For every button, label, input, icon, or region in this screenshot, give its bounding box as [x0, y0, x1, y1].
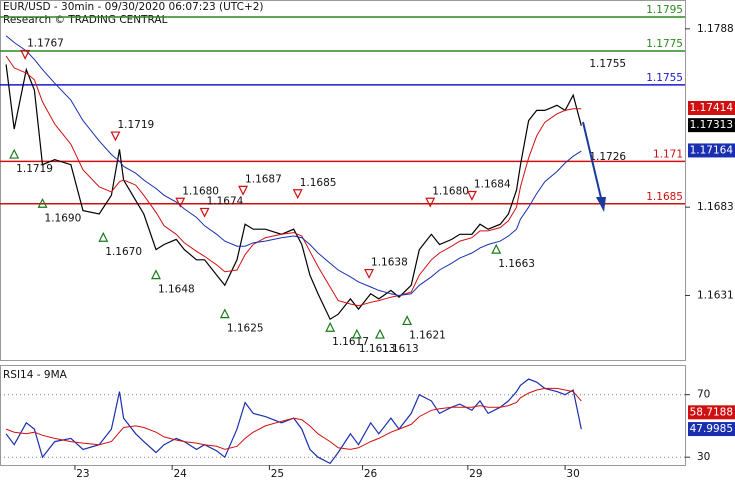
y-tick-label: 1.1631 — [697, 289, 734, 301]
series-line — [5, 64, 582, 321]
annotation-label: 1.1687 — [245, 173, 282, 185]
low-marker — [402, 315, 413, 326]
price-marker-label: 1.17313 — [690, 119, 733, 131]
annotation-label: 1.1680 — [432, 185, 469, 197]
price-marker-label: 1.17414 — [690, 102, 734, 114]
high-marker — [364, 268, 375, 279]
x-tick-label: 26 — [364, 468, 378, 480]
high-marker — [238, 185, 249, 196]
price-marker — [688, 422, 735, 437]
price-marker — [688, 405, 735, 420]
high-marker — [110, 131, 121, 142]
annotation-label: 1.1690 — [45, 212, 82, 224]
annotation-label: 1.1680 — [182, 185, 219, 197]
high-marker — [425, 197, 436, 208]
annotation-label: 1.1613 — [359, 343, 396, 355]
annotation-label: 1.1638 — [371, 257, 408, 269]
low-marker — [374, 328, 385, 339]
arrow-head — [596, 197, 606, 212]
low-marker — [219, 308, 230, 319]
annotation-label: 1.1674 — [207, 195, 244, 207]
level-label: 1.1685 — [646, 191, 683, 203]
high-marker — [175, 197, 186, 208]
x-tick-label: 23 — [76, 468, 89, 480]
annotation-label: 1.1755 — [589, 58, 626, 70]
level-label: 1.171 — [653, 148, 683, 160]
low-marker — [150, 269, 161, 280]
x-tick-label: 30 — [566, 468, 579, 480]
annotation-label: 1.1621 — [409, 329, 446, 341]
annotation-label: 1.1648 — [158, 284, 195, 296]
price-marker — [688, 143, 735, 158]
annotation-label: 1.1613 — [382, 343, 419, 355]
annotation-label: 1.1767 — [27, 38, 64, 50]
annotation-label: 1.1663 — [498, 258, 535, 270]
annotation-label: 1.1726 — [589, 151, 626, 163]
series-line — [5, 387, 582, 450]
low-marker — [37, 197, 48, 208]
annotation-label: 1.1685 — [300, 177, 337, 189]
y-tick-label: 30 — [697, 451, 710, 463]
low-marker — [9, 148, 20, 159]
price-marker — [688, 118, 735, 133]
annotation-label: 1.1719 — [16, 163, 53, 175]
pane-frame — [0, 0, 686, 361]
level-label: 1.1795 — [646, 4, 683, 16]
y-tick-label: 1.1683 — [697, 201, 734, 213]
x-tick-label: 29 — [469, 468, 482, 480]
y-tick-label: 1.1788 — [697, 23, 734, 35]
y-tick-label: 70 — [697, 389, 710, 401]
low-marker — [98, 231, 109, 242]
high-marker — [199, 207, 210, 218]
chart-title: EUR/USD - 30min - 09/30/2020 06:07:23 (U… — [3, 1, 264, 13]
low-marker — [325, 321, 336, 332]
series-line — [5, 378, 582, 465]
high-marker — [20, 49, 31, 60]
price-marker — [688, 101, 735, 115]
annotation-label: 1.1670 — [105, 246, 142, 258]
high-marker — [292, 189, 303, 200]
low-marker — [351, 328, 362, 339]
series-line — [5, 55, 582, 307]
pane-title: RSI14 - 9MA — [3, 369, 68, 381]
price-marker-label: 47.9985 — [690, 423, 733, 435]
price-marker-label: 1.17164 — [690, 144, 734, 156]
level-label: 1.1755 — [646, 72, 683, 84]
annotation-label: 1.1625 — [227, 323, 264, 335]
forecast-arrow — [582, 121, 602, 199]
level-label: 1.1775 — [646, 38, 683, 50]
high-marker — [466, 190, 477, 201]
series-line — [5, 35, 582, 297]
annotation-label: 1.1719 — [117, 119, 154, 131]
x-tick-label: 25 — [271, 468, 284, 480]
price-marker-label: 58.7188 — [690, 406, 733, 418]
x-tick-label: 24 — [173, 468, 187, 480]
annotation-label: 1.1617 — [332, 336, 369, 348]
pane-frame — [0, 365, 686, 466]
annotation-label: 1.1684 — [474, 178, 511, 190]
chart-source: Research © TRADING CENTRAL — [3, 14, 168, 26]
low-marker — [491, 243, 502, 254]
